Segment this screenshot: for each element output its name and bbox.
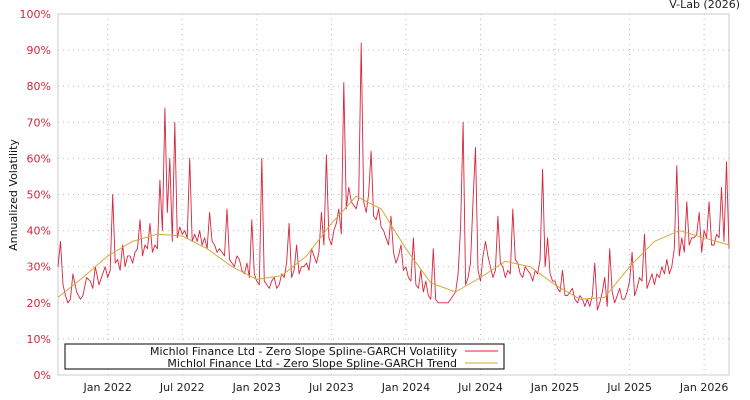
y-tick-label: 90% (27, 44, 51, 57)
legend-label-trend: Michlol Finance Ltd - Zero Slope Spline-… (167, 357, 457, 370)
trend-series-line (57, 195, 730, 300)
y-tick-label: 30% (27, 261, 51, 274)
plot-frame (57, 13, 730, 376)
y-axis-label: Annualized Volatility (7, 139, 20, 251)
legend-label-volatility: Michlol Finance Ltd - Zero Slope Spline-… (150, 345, 457, 358)
y-tick-label: 70% (27, 116, 51, 129)
x-axis-ticks: Jan 2022 Jul 2022 Jan 2023 Jul 2023 Jan 2024… (82, 381, 728, 394)
y-tick-label: 0% (34, 369, 51, 382)
legend-box (64, 343, 505, 370)
x-tick-label: Jul 2024 (457, 381, 503, 394)
volatility-series-line (57, 42, 730, 311)
grid-lines (58, 14, 729, 375)
y-tick-label: 50% (27, 189, 51, 202)
y-tick-label: 100% (20, 8, 51, 21)
x-tick-label: Jan 2022 (82, 381, 131, 394)
x-tick-label: Jul 2022 (159, 381, 205, 394)
legend: Michlol Finance Ltd - Zero Slope Spline-… (64, 343, 505, 370)
y-tick-label: 40% (27, 225, 51, 238)
y-tick-label: 60% (27, 152, 51, 165)
y-tick-label: 20% (27, 297, 51, 310)
x-tick-label: Jan 2025 (530, 381, 579, 394)
x-tick-label: Jan 2023 (232, 381, 281, 394)
x-tick-label: Jul 2023 (308, 381, 354, 394)
y-axis-ticks: 0% 10% 20% 30% 40% 50% 60% 70% 80% 90% 100% (20, 8, 51, 382)
x-tick-label: Jan 2026 (679, 381, 728, 394)
y-tick-label: 10% (27, 333, 51, 346)
x-tick-label: Jul 2025 (606, 381, 652, 394)
y-tick-label: 80% (27, 80, 51, 93)
x-tick-label: Jan 2024 (381, 381, 430, 394)
chart-credit: V-Lab (2026) (669, 0, 740, 11)
